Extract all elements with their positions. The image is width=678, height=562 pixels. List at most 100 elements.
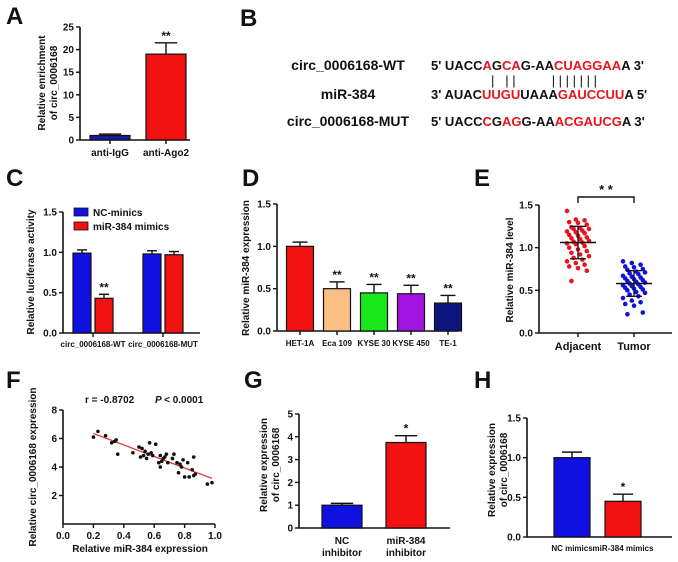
panel-c-legend-label: miR-384 mimics (93, 222, 170, 233)
panel-e-point (566, 232, 572, 238)
panel-e-point (569, 250, 574, 256)
panel-f-point (181, 458, 185, 462)
seq-highlight: AG (502, 114, 522, 129)
panel-f-point (103, 433, 108, 438)
panel-f-point (158, 465, 163, 469)
p-threshold: < 0.0001 (164, 395, 204, 406)
pairing-marks: | | | | | | | | | | (491, 73, 597, 88)
seq-segment: A 5' (624, 87, 647, 102)
panel-c-y-tick-label: 1.0 (43, 248, 57, 259)
panel-g-x-label: inhibitor (386, 548, 426, 559)
panel-f-point (150, 453, 155, 458)
panel-e-y-tick-label: 1.0 (519, 243, 533, 254)
seq-mut: 5' UACCCGAGG-AAACGAUCGA 3' (431, 114, 645, 129)
panel-d-bar (285, 245, 315, 332)
panel-e-significance-bracket (577, 196, 635, 203)
panel-e-point (580, 257, 585, 262)
panel-f-y-tick-label: 4 (51, 463, 57, 474)
panel-a-bar (145, 53, 187, 141)
seq-name-mut: circ_0006168-MUT (287, 113, 410, 129)
panel-e-point (566, 219, 572, 225)
seq-segment: G-AA (521, 58, 555, 73)
panel-f-point (193, 472, 198, 476)
panel-e-point (622, 264, 628, 269)
panel-f-y-tick-label: 2 (51, 491, 57, 502)
panel-f-y-tick-label: 6 (51, 434, 57, 445)
panel-c-y-tick-label: 1.5 (43, 208, 57, 219)
panel-h-y-tick-label: 0.0 (507, 533, 521, 544)
panel-e-point (582, 262, 587, 268)
panel-label-c: C (6, 165, 23, 192)
panel-f-point (91, 435, 96, 439)
seq-segment: A 3' (622, 114, 645, 129)
panel-f-point (187, 475, 191, 479)
panel-c-legend-swatch (73, 221, 89, 231)
panel-c-bar (164, 254, 184, 334)
panel-g-y-tick-label: 2 (287, 478, 293, 489)
panel-e-y-tick-label: 0.5 (519, 286, 533, 297)
panel-e-point (642, 290, 648, 296)
panel-e-point (625, 288, 630, 293)
panel-b-sequences: circ_0006168-WT miR-384 circ_0006168-MUT… (287, 57, 647, 129)
panel-c-y-tick-label: 0.5 (43, 288, 57, 299)
panel-f-r-value: r = -0.8702 (85, 395, 135, 406)
panel-e-point (636, 271, 641, 277)
panel-f-point (164, 452, 169, 456)
panel-d-y-tick-label: 1.0 (257, 242, 271, 253)
panel-e-y-tick-label: 0.0 (519, 329, 533, 340)
panel-a-y-tick-label: 20 (63, 45, 75, 56)
panel-h-y-tick-label: 0.5 (507, 493, 521, 504)
panel-d-x-label: Eca 109 (322, 339, 352, 348)
panel-f-x-tick-label: 0.2 (86, 531, 100, 542)
panel-g-x-label: miR-384 (387, 536, 426, 547)
seq-segment: 5' UACC (431, 58, 483, 73)
seq-wt: 5' UACCAGCAG-AACUAGGAAA 3' (431, 58, 644, 73)
panel-g-y-tick-label: 0 (287, 524, 293, 535)
panel-f-point (109, 440, 114, 445)
panel-d-significance: ** (369, 270, 379, 284)
panel-f-point (160, 459, 164, 464)
panel-label-a: A (6, 3, 23, 30)
seq-segment: 3' AUAC (431, 87, 483, 102)
panel-d-y-label: Relative miR-384 expression (241, 200, 252, 336)
panel-e-point (625, 311, 630, 317)
panel-e-point (631, 264, 637, 270)
panel-label-b: B (240, 5, 257, 32)
panel-f-point (149, 450, 153, 455)
panel-e-point (564, 229, 570, 234)
panel-e-point (629, 298, 635, 303)
panel-f-point (143, 449, 147, 454)
panel-d-bar (396, 293, 426, 332)
panel-e-point (575, 220, 581, 226)
seq-highlight: UUGU (482, 87, 520, 102)
panel-e-point (584, 235, 590, 240)
panel-d-bar (322, 288, 352, 332)
panel-d-x-label: TE-1 (439, 339, 457, 348)
panel-f-x-tick-label: 0.6 (147, 531, 161, 542)
panel-e-point (584, 248, 590, 254)
panel-e-point (573, 217, 579, 222)
seq-name-mir: miR-384 (321, 86, 376, 102)
panel-f-x-tick-label: 1.0 (208, 531, 222, 542)
seq-segment: G-AA (522, 114, 556, 129)
panel-c-chart: 0.0 0.5 1.0 1.5 Relative luciferase activity… (26, 208, 200, 349)
panel-h-y-label: of circ_0006168 (499, 432, 510, 507)
panel-e-point (622, 301, 628, 307)
panel-h-x-label: miR-384 mimics (593, 544, 654, 553)
seq-highlight: CUAGGAA (554, 58, 622, 73)
panel-g-y-tick-label: 3 (287, 455, 293, 466)
seq-highlight: CA (502, 58, 521, 73)
panel-f-point (96, 429, 100, 434)
panel-label-e: E (474, 165, 490, 192)
panel-g-y-tick-label: 1 (287, 501, 293, 512)
panel-d-significance: ** (443, 281, 453, 295)
panel-e-point (642, 270, 648, 275)
panel-h-bar (553, 457, 591, 538)
panel-d-y-tick-label: 0.0 (257, 327, 271, 338)
panel-g-bar (385, 441, 427, 529)
panel-g-bar (321, 504, 363, 529)
panel-g-y-tick-label: 5 (287, 410, 293, 421)
panel-g-y-label: Relative expression (259, 418, 270, 512)
